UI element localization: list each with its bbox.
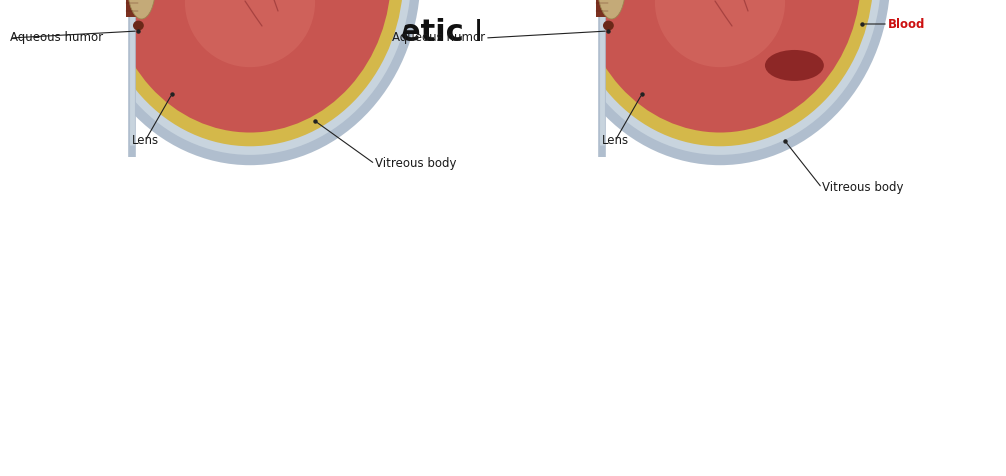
Text: Vitreous body: Vitreous body <box>822 181 903 195</box>
Ellipse shape <box>765 50 824 81</box>
Ellipse shape <box>89 0 411 155</box>
Ellipse shape <box>79 0 421 165</box>
Text: Vitreous body: Vitreous body <box>375 158 457 170</box>
Ellipse shape <box>109 0 391 132</box>
Ellipse shape <box>598 0 626 19</box>
FancyBboxPatch shape <box>596 0 609 17</box>
Polygon shape <box>70 0 114 65</box>
Text: Diabetic Eye: Diabetic Eye <box>647 58 773 76</box>
FancyBboxPatch shape <box>126 0 139 17</box>
Ellipse shape <box>185 0 315 67</box>
Text: Lens: Lens <box>602 135 629 148</box>
Ellipse shape <box>603 20 614 30</box>
Text: Blood: Blood <box>888 18 926 30</box>
FancyBboxPatch shape <box>480 0 603 199</box>
Text: Aqueous humor: Aqueous humor <box>392 31 485 44</box>
FancyBboxPatch shape <box>10 0 132 199</box>
Polygon shape <box>540 0 583 65</box>
Text: Healthy Eye: Healthy Eye <box>177 58 299 76</box>
Ellipse shape <box>97 0 403 146</box>
Text: Diabetic Retinopathy: Diabetic Retinopathy <box>322 18 684 47</box>
Ellipse shape <box>549 0 890 165</box>
Ellipse shape <box>128 0 156 19</box>
Text: Lens: Lens <box>132 135 159 148</box>
Ellipse shape <box>566 0 873 146</box>
Ellipse shape <box>655 0 785 67</box>
Ellipse shape <box>578 0 861 132</box>
Ellipse shape <box>133 20 144 30</box>
Ellipse shape <box>558 0 881 155</box>
Text: Aqueous humor: Aqueous humor <box>10 31 104 44</box>
